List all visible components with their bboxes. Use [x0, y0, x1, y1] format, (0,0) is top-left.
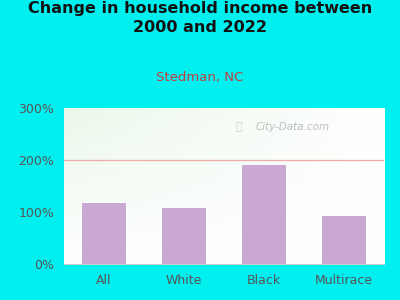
Bar — [322, 216, 366, 264]
Text: Stedman, NC: Stedman, NC — [156, 70, 244, 83]
Text: City-Data.com: City-Data.com — [256, 122, 330, 132]
Bar — [82, 202, 126, 264]
Bar — [162, 208, 206, 264]
Text: Change in household income between
2000 and 2022: Change in household income between 2000 … — [28, 2, 372, 35]
Text: 🔍: 🔍 — [235, 122, 242, 132]
Bar — [242, 165, 286, 264]
